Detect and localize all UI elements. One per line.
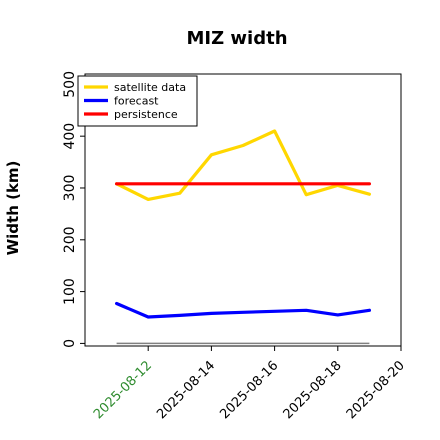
- y-tick-label: 0: [62, 339, 78, 348]
- chart-title: MIZ width: [186, 28, 287, 49]
- legend-label-persistence: persistence: [114, 108, 178, 121]
- x-tick-label: 2025-08-16: [217, 358, 281, 422]
- y-tick-label: 400: [62, 123, 78, 150]
- legend-label-satellite-data: satellite data: [114, 81, 186, 94]
- y-tick-label: 300: [62, 175, 78, 202]
- x-tick-label: 2025-08-14: [154, 358, 218, 422]
- x-tick-label: 2025-08-20: [344, 358, 408, 422]
- series-line-satellite-data: [114, 129, 371, 201]
- legend-label-forecast: forecast: [114, 95, 159, 108]
- x-tick-label: 2025-08-12: [91, 358, 155, 422]
- y-tick-label: 500: [62, 71, 78, 98]
- y-axis-label: Width (km): [4, 161, 22, 256]
- x-tick-label: 2025-08-18: [281, 358, 345, 422]
- plot-frame: [84, 73, 402, 347]
- series-line-forecast: [114, 301, 371, 319]
- y-tick-label: 100: [62, 278, 78, 305]
- y-tick-label: 200: [62, 226, 78, 253]
